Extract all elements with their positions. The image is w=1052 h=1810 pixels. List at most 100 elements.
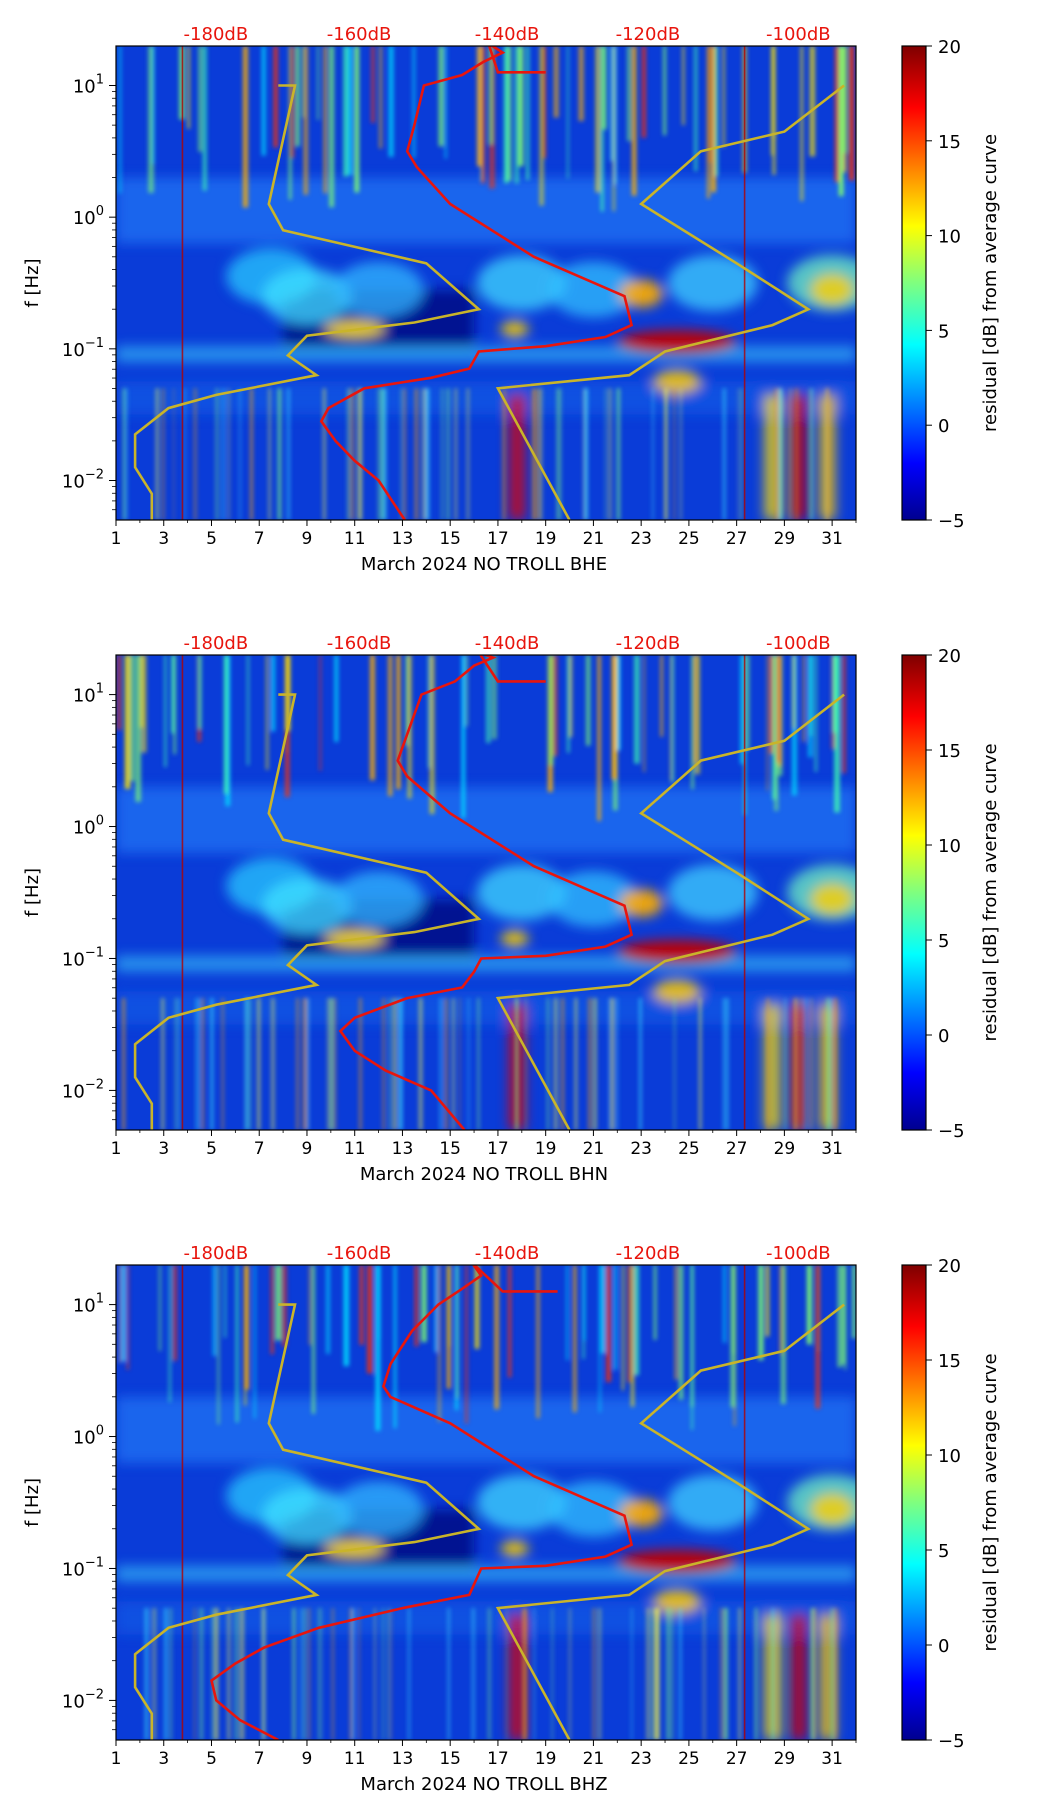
x-tick-label: 19	[535, 1749, 557, 1769]
db-scale-label: -140dB	[475, 1243, 540, 1264]
heatmap-image	[116, 655, 856, 1130]
db-scale-label: -120dB	[616, 633, 681, 654]
x-tick-label: 25	[678, 1139, 700, 1159]
heatmap-image	[116, 46, 856, 520]
x-tick-label: 25	[678, 1749, 700, 1769]
x-tick-label: 3	[158, 529, 169, 549]
x-tick-label: 13	[392, 529, 414, 549]
colorbar-tick-label: 5	[938, 321, 949, 342]
x-tick-label: 31	[821, 1139, 843, 1159]
y-tick-label: 10−1	[62, 1555, 104, 1580]
db-scale-label: -100dB	[766, 24, 831, 45]
colorbar-tick-label: 15	[938, 741, 961, 762]
colorbar: 20 15 10 5 0 −5 residual [dB] from average cur…	[901, 646, 1001, 1142]
x-tick-label: 21	[583, 1749, 605, 1769]
y-axis-label: f [Hz]	[22, 868, 43, 917]
db-scale-label: -160dB	[327, 633, 392, 654]
y-tick-label: 10−2	[62, 1077, 104, 1102]
x-tick-label: 19	[535, 529, 557, 549]
x-tick-label: 29	[774, 529, 796, 549]
colorbar-tick-label: −5	[938, 1121, 965, 1142]
x-axis-label: March 2024 NO TROLL BHN	[360, 1164, 608, 1185]
y-tick-label: 10−2	[62, 1687, 104, 1712]
median-psd-curve	[210, 1265, 634, 1740]
x-tick-label: 1	[111, 529, 122, 549]
db-scale-label: -100dB	[766, 633, 831, 654]
x-tick-label: 19	[535, 1139, 557, 1159]
y-tick-label: 101	[73, 73, 104, 98]
colorbar-tick-label: 20	[938, 646, 961, 667]
x-tick-label: 21	[583, 1139, 605, 1159]
x-axis-label: March 2024 NO TROLL BHE	[361, 554, 607, 575]
colorbar-tick-label: 15	[938, 1351, 961, 1372]
colorbar-tick-label: −5	[938, 511, 965, 532]
x-tick-label: 1	[111, 1139, 122, 1159]
x-tick-label: 3	[158, 1139, 169, 1159]
db-scale-label: -120dB	[616, 1243, 681, 1264]
x-tick-label: 13	[392, 1139, 414, 1159]
db-scale-label: -140dB	[475, 24, 540, 45]
x-tick-label: 15	[439, 1749, 461, 1769]
y-tick-label: 100	[73, 814, 104, 839]
x-tick-label: 5	[206, 1139, 217, 1159]
db-scale-label: -120dB	[616, 24, 681, 45]
colorbar-tick-label: −5	[938, 1731, 965, 1752]
db-scale-label: -100dB	[766, 1243, 831, 1264]
x-tick-label: 27	[726, 1749, 748, 1769]
db-scale-label: -180dB	[184, 633, 249, 654]
noise-model-curve-1	[133, 84, 482, 520]
x-tick-label: 21	[583, 529, 605, 549]
x-tick-label: 31	[821, 529, 843, 549]
x-tick-label: 17	[487, 1749, 509, 1769]
colorbar: 20 15 10 5 0 −5 residual [dB] from average cur…	[901, 37, 1001, 532]
db-scale-label: -140dB	[475, 633, 540, 654]
colorbar-tick-label: 10	[938, 227, 961, 248]
axes-frame	[115, 1264, 857, 1741]
y-tick-label: 10−2	[62, 468, 104, 493]
x-tick-label: 5	[206, 529, 217, 549]
colorbar-label: residual [dB] from average curve	[980, 743, 1001, 1041]
x-tick-label: 11	[344, 529, 366, 549]
x-tick-label: 7	[254, 1139, 265, 1159]
noise-model-curve-1	[133, 693, 482, 1130]
x-tick-label: 9	[302, 1749, 313, 1769]
x-tick-label: 5	[206, 1749, 217, 1769]
noise-model-curve-2	[495, 84, 845, 520]
x-axis-label: March 2024 NO TROLL BHZ	[360, 1774, 607, 1795]
noise-model-curve-1	[133, 1303, 482, 1740]
x-tick-label: 25	[678, 529, 700, 549]
y-axis-label: f [Hz]	[22, 1478, 43, 1527]
colorbar-tick-label: 0	[938, 1636, 949, 1657]
db-scale-label: -180dB	[184, 24, 249, 45]
x-tick-label: 17	[487, 529, 509, 549]
median-psd-curve	[319, 46, 634, 520]
y-tick-label: 100	[73, 204, 104, 229]
colorbar-tick-label: 5	[938, 1541, 949, 1562]
colorbar-label: residual [dB] from average curve	[980, 1353, 1001, 1651]
x-tick-label: 31	[821, 1749, 843, 1769]
colorbar-tick-label: 20	[938, 1256, 961, 1277]
y-tick-label: 100	[73, 1424, 104, 1449]
colorbar-tick-label: 10	[938, 1446, 961, 1467]
colorbar: 20 15 10 5 0 −5 residual [dB] from average cur…	[901, 1256, 1001, 1752]
x-tick-label: 15	[439, 529, 461, 549]
x-tick-label: 23	[630, 529, 652, 549]
x-tick-label: 15	[439, 1139, 461, 1159]
x-tick-label: 9	[302, 529, 313, 549]
x-tick-label: 1	[111, 1749, 122, 1769]
colorbar-tick-label: 15	[938, 132, 961, 153]
colorbar-tick-label: 5	[938, 931, 949, 952]
x-tick-label: 9	[302, 1139, 313, 1159]
x-tick-label: 7	[254, 1749, 265, 1769]
x-tick-label: 23	[630, 1139, 652, 1159]
heatmap-image	[116, 1265, 856, 1740]
colorbar-gradient	[901, 45, 927, 521]
x-tick-label: 17	[487, 1139, 509, 1159]
y-tick-label: 10−1	[62, 336, 104, 361]
noise-model-curve-2	[495, 1303, 845, 1740]
axes-frame	[115, 654, 857, 1131]
x-tick-label: 7	[254, 529, 265, 549]
